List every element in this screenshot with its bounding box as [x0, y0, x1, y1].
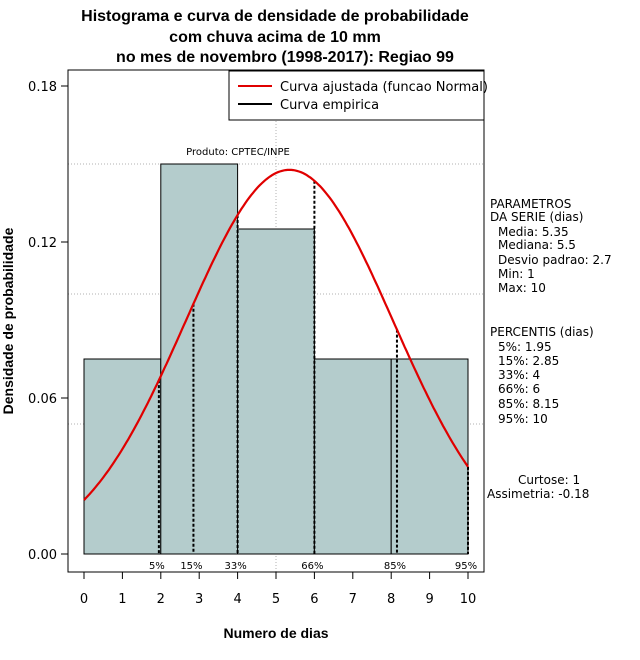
x-tick-label: 7: [349, 592, 357, 607]
percentile-line-5: 5%: 1.95: [498, 340, 552, 354]
normal-fit-curve: [83, 168, 469, 501]
percentile-marker-label: 15%: [180, 561, 202, 572]
parameters-header-2: DA SERIE (dias): [490, 210, 583, 224]
parameter-max: Max: 10: [498, 281, 546, 295]
percentiles-panel: PERCENTIS (dias) 5%: 1.95 15%: 2.85 33%:…: [490, 325, 594, 426]
parameter-median: Mediana: 5.5: [498, 238, 576, 252]
legend-label-empirical: Curva empirica: [280, 98, 379, 113]
percentile-marker-label: 95%: [455, 561, 477, 572]
percentile-line-15: 15%: 2.85: [498, 354, 559, 368]
y-tick-label: 0.00: [28, 548, 57, 563]
parameter-sd: Desvio padrao: 2.7: [498, 253, 612, 267]
histogram-bar: [390, 358, 469, 555]
histogram-bar: [83, 358, 162, 555]
percentile-line-95: 95%: 10: [498, 412, 548, 426]
parameters-header-1: PARAMETROS: [490, 197, 571, 211]
bar-layer: [83, 163, 469, 555]
percentile-line-66: 66%: 6: [498, 382, 540, 396]
chart-title-line-2: com chuva acima de 10 mm: [169, 29, 381, 46]
chart-title-line-3: no mes de novembro (1998-2017): Regiao 9…: [116, 49, 454, 66]
skewness-label: Assimetria: -0.18: [487, 487, 589, 501]
curve-layer: [83, 168, 469, 501]
histogram-bar: [313, 358, 392, 555]
axis-layer: 0 1 2 3 4 5 6 7 8 9 10 0.00 0.06 0.12 0.18: [28, 80, 476, 607]
x-tick-label: 2: [157, 592, 165, 607]
kurtosis-label: Curtose: 1: [518, 473, 580, 487]
x-tick-label: 10: [460, 592, 477, 607]
x-tick-label: 9: [425, 592, 433, 607]
percentile-marker-label: 66%: [301, 561, 323, 572]
y-tick-label: 0.18: [28, 80, 57, 95]
x-tick-label: 8: [387, 592, 395, 607]
percentile-line-33: 33%: 4: [498, 368, 540, 382]
legend: Curva ajustada (funcao Normal) Curva emp…: [228, 70, 488, 121]
percentile-line-85: 85%: 8.15: [498, 397, 559, 411]
parameter-mean: Media: 5.35: [498, 225, 569, 239]
parameter-min: Min: 1: [498, 267, 535, 281]
parameters-panel: PARAMETROS DA SERIE (dias) Media: 5.35 M…: [490, 197, 612, 295]
x-tick-label: 5: [272, 592, 280, 607]
x-tick-label: 6: [310, 592, 318, 607]
x-axis-title: Numero de dias: [223, 625, 328, 641]
legend-label-fit: Curva ajustada (funcao Normal): [280, 80, 488, 95]
percentile-marker-label: 85%: [384, 561, 406, 572]
legend-box: [228, 70, 485, 121]
y-tick-label: 0.06: [28, 392, 57, 407]
percentile-marker-label: 5%: [149, 561, 165, 572]
y-axis-title: Densidade de probabilidade: [0, 227, 16, 414]
histogram-bar: [237, 228, 315, 555]
percentiles-header: PERCENTIS (dias): [490, 325, 594, 339]
chart-title-line-1: Histograma e curva de densidade de proba…: [81, 8, 469, 25]
product-label: Produto: CPTEC/INPE: [186, 147, 290, 158]
x-tick-label: 0: [80, 592, 88, 607]
percentile-layer: 5% 15% 33% 66% 85% 95%: [149, 180, 477, 572]
histogram-bar: [160, 163, 239, 555]
x-tick-label: 3: [195, 592, 203, 607]
percentile-marker-label: 33%: [224, 561, 246, 572]
x-tick-label: 1: [118, 592, 126, 607]
y-tick-label: 0.12: [28, 236, 57, 251]
x-tick-label: 4: [233, 592, 241, 607]
